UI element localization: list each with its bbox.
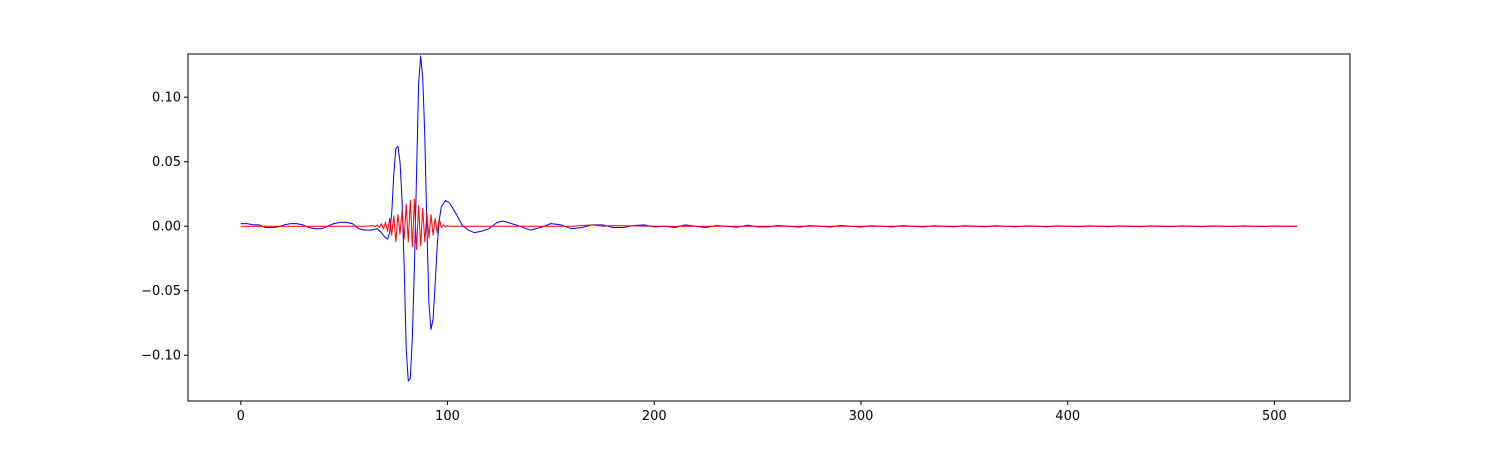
y-tick-label: −0.10 <box>141 349 181 364</box>
x-tick-label: 200 <box>642 409 667 424</box>
plot-frame <box>187 53 1351 402</box>
x-tick-label: 0 <box>237 409 245 424</box>
series-line-2 <box>240 198 1298 250</box>
y-axis: −0.10 −0.05 0.00 0.05 0.10 <box>141 91 188 364</box>
x-tick-label: 400 <box>1055 409 1080 424</box>
x-tick-label: 300 <box>849 409 874 424</box>
series-layer <box>240 55 1298 382</box>
x-tick-label: 100 <box>435 409 460 424</box>
y-tick-label: 0.05 <box>152 155 181 170</box>
y-tick-label: −0.05 <box>141 284 181 299</box>
x-axis: 0 100 200 300 400 500 <box>237 401 1287 424</box>
y-tick-label: 0.00 <box>152 220 181 235</box>
x-tick-label: 500 <box>1262 409 1287 424</box>
y-tick-label: 0.10 <box>152 91 181 106</box>
